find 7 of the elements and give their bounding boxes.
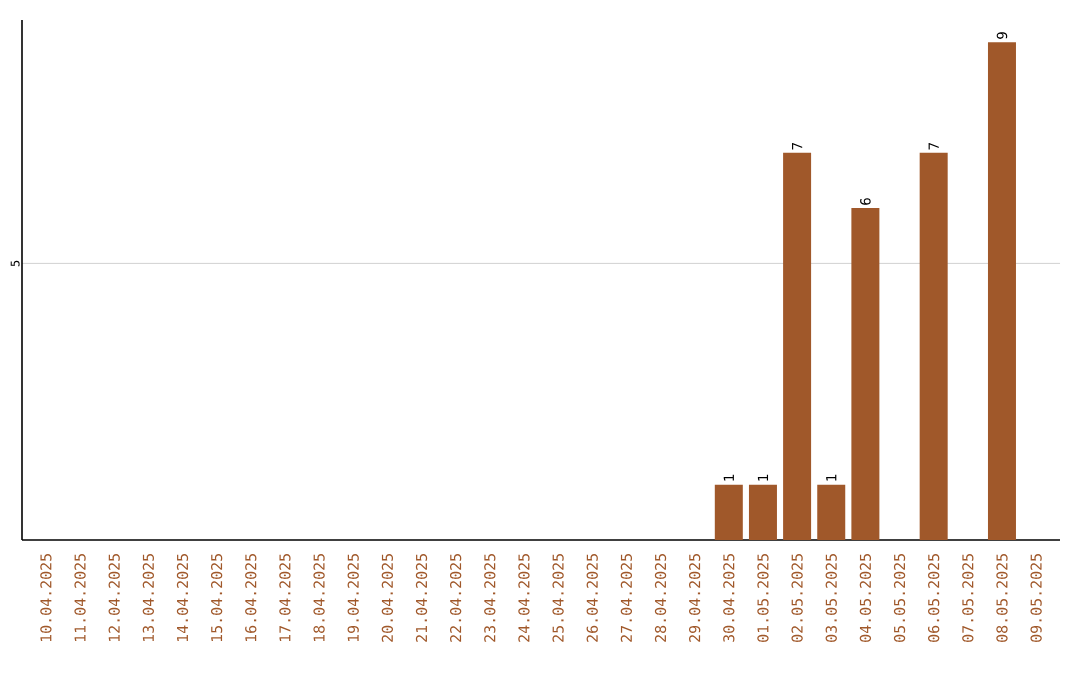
bar: [919, 152, 948, 540]
bar: [714, 484, 743, 540]
bar: [748, 484, 777, 540]
bar: [817, 484, 846, 540]
bar: [987, 42, 1016, 540]
bar: [851, 208, 880, 540]
bar: [783, 152, 812, 540]
